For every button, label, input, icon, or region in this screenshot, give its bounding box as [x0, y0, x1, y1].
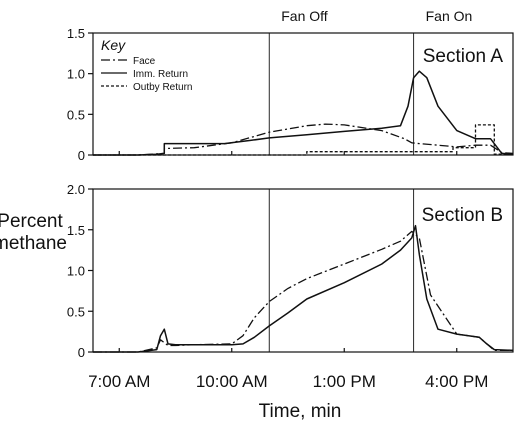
event-label: Fan On — [426, 8, 473, 24]
series-line-outby-return-panel-1 — [93, 124, 513, 156]
y-tick-label: 2.0 — [67, 182, 85, 197]
panel-label: Section A — [423, 46, 504, 67]
event-label: Fan Off — [281, 8, 328, 24]
series-line-dash-dot-panel-2 — [93, 230, 513, 353]
y-tick-label: 1.5 — [67, 26, 85, 41]
y-tick-label: 1.5 — [67, 223, 85, 238]
y-tick-label: 0.5 — [67, 304, 85, 319]
series-line-imm-return-panel-1 — [93, 70, 514, 156]
series-line-solid-panel-2 — [93, 224, 514, 353]
y-axis-label-line2: methane — [0, 233, 67, 254]
y-tick-label: 1.0 — [67, 67, 85, 82]
y-tick-label: 1.0 — [67, 264, 85, 279]
y-tick-label: 0 — [78, 148, 85, 163]
x-tick-label: 4:00 PM — [425, 372, 488, 391]
x-axis-label: Time, min — [259, 401, 342, 422]
series-line-face-panel-1 — [93, 123, 514, 156]
x-tick-label: 10:00 AM — [196, 372, 268, 391]
y-tick-label: 0.5 — [67, 107, 85, 122]
y-tick-label: 0 — [78, 345, 85, 360]
legend-entry: Imm. Return — [133, 69, 188, 80]
y-axis-label-line1: Percent — [0, 211, 63, 232]
legend-title: Key — [101, 37, 126, 53]
legend-entry: Face — [133, 56, 156, 67]
panel-label: Section B — [422, 205, 503, 226]
x-tick-label: 1:00 PM — [313, 372, 376, 391]
x-tick-label: 7:00 AM — [88, 372, 150, 391]
legend-entry: Outby Return — [133, 82, 192, 93]
